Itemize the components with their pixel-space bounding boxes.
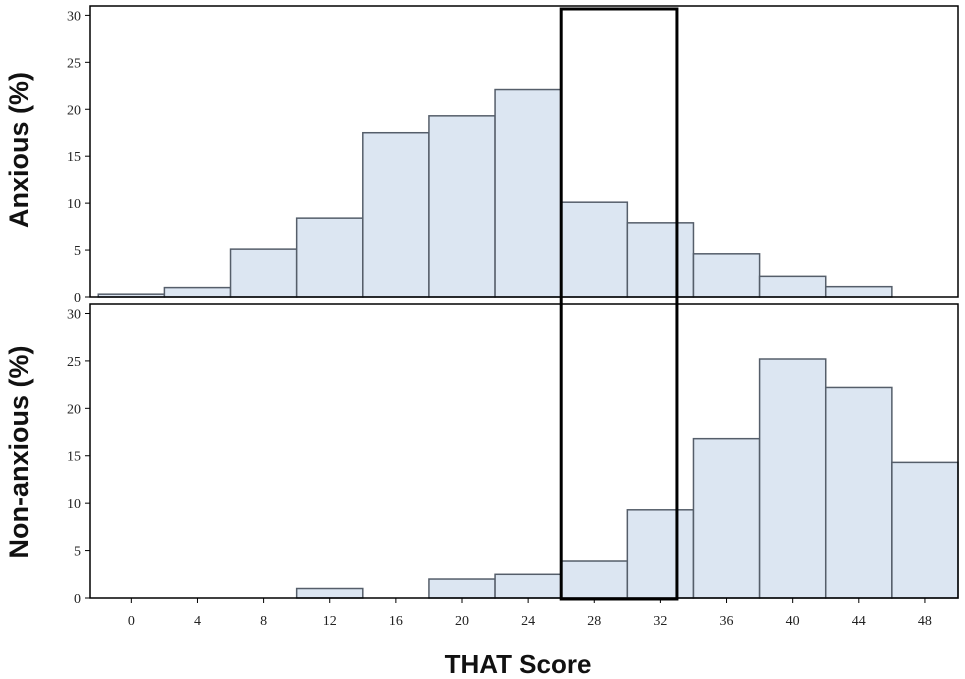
histogram-bar	[428, 115, 496, 298]
y-tick-label: 15	[67, 450, 81, 465]
histogram-bar	[229, 248, 298, 298]
y-tick-label: 0	[74, 592, 81, 607]
x-tick-label: 48	[918, 614, 932, 629]
histogram-bar	[824, 386, 893, 599]
y-tick-label: 10	[67, 197, 81, 212]
x-tick-label: 20	[455, 614, 469, 629]
x-tick-label: 24	[521, 614, 535, 629]
panel-anxious: 0 5 10 15 20 25 30 Anxious (%)	[4, 5, 959, 306]
y-tick-label: 30	[67, 307, 81, 322]
panel-non-anxious: 0 5 10 15 20 25 30 Non-anxious (%)	[4, 303, 959, 607]
x-tick-label: 32	[653, 614, 667, 629]
x-tick-label: 8	[260, 614, 267, 629]
panel-anxious-frame	[89, 5, 959, 298]
y-tick-label: 20	[67, 103, 81, 118]
histogram-bar	[428, 578, 496, 599]
x-tick-label: 12	[323, 614, 337, 629]
y-tick-label: 30	[67, 9, 81, 24]
histogram-bar	[891, 461, 959, 599]
y-tick-label: 10	[67, 497, 81, 512]
y-tick-label: 25	[67, 56, 81, 71]
y-tick-label: 0	[74, 291, 81, 306]
x-tick-label: 4	[194, 614, 201, 629]
x-tick-label: 16	[389, 614, 403, 629]
histogram-bar	[560, 560, 629, 599]
x-tick-label: 28	[587, 614, 601, 629]
x-axis: 0 4 8 12 16 20 24 28 32 36 40 44 48	[128, 598, 932, 629]
highlight-box	[559, 7, 679, 601]
x-tick-label: 40	[786, 614, 800, 629]
y-axis-title-non-anxious: Non-anxious (%)	[4, 346, 34, 559]
histogram-bar	[626, 222, 695, 298]
panel-non-anxious-frame	[89, 303, 959, 599]
histogram-bar	[362, 131, 430, 298]
y-tick-label: 5	[74, 545, 81, 560]
y-tick-label: 20	[67, 402, 81, 417]
x-axis-title: THAT Score	[445, 649, 592, 679]
y-tick-label: 15	[67, 150, 81, 165]
histogram-bar	[295, 587, 364, 599]
y-axis-title-anxious: Anxious (%)	[4, 72, 34, 228]
histogram-bar	[560, 201, 629, 298]
histogram-bar	[692, 437, 761, 599]
y-tick-label: 5	[74, 244, 81, 259]
histogram-bar	[692, 253, 761, 298]
histogram-bar	[824, 285, 893, 298]
histogram-bar	[626, 509, 695, 599]
y-tick-label: 25	[67, 355, 81, 370]
histogram-bar	[758, 275, 827, 298]
x-tick-label: 36	[720, 614, 734, 629]
x-tick-label: 0	[128, 614, 135, 629]
histogram-bar	[494, 573, 562, 599]
histogram-bar	[494, 88, 562, 298]
histogram-bar	[295, 217, 364, 298]
histogram-bar	[163, 286, 232, 298]
histogram-bar	[758, 358, 827, 599]
x-tick-label: 44	[852, 614, 866, 629]
